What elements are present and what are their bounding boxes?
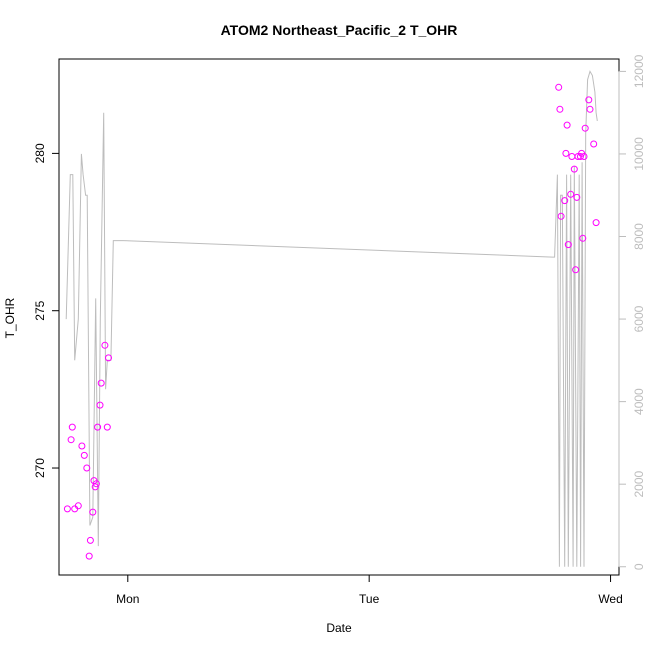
x-tick-label: Tue (359, 592, 380, 606)
data-point (592, 219, 600, 227)
data-point (562, 149, 570, 157)
points-series-group (63, 83, 600, 560)
plot-frame (58, 58, 620, 576)
y2-tick-label: 0 (632, 563, 646, 570)
data-point (91, 483, 99, 491)
data-point (568, 153, 576, 160)
data-point (563, 121, 571, 129)
data-point (96, 401, 104, 409)
data-point (564, 241, 572, 249)
x-axis: Mon Tue Wed (116, 574, 623, 606)
data-point (74, 502, 82, 510)
data-point (580, 153, 588, 160)
data-point (585, 96, 593, 104)
data-point (94, 423, 102, 431)
y2-tick-label: 8000 (632, 223, 646, 250)
data-point (556, 105, 564, 113)
line-series-group (65, 70, 598, 567)
data-point (573, 193, 581, 201)
x-tick-label: Wed (598, 592, 622, 606)
data-point (80, 451, 88, 459)
data-point (103, 423, 111, 431)
data-point (85, 552, 93, 560)
x-tick-label: Mon (116, 592, 139, 606)
data-point (101, 341, 109, 349)
y-axis-right: 0 2000 4000 6000 8000 10000 12000 (618, 54, 646, 570)
y2-tick-label: 10000 (632, 137, 646, 171)
data-point (579, 234, 587, 242)
data-point (555, 83, 563, 91)
y-axis-left: 270 275 280 (33, 143, 60, 478)
data-point (78, 442, 86, 450)
data-point (572, 266, 580, 274)
y2-tick-label: 12000 (632, 54, 646, 88)
data-point (68, 423, 76, 431)
y-tick-label: 270 (33, 458, 47, 478)
data-point (570, 165, 578, 173)
data-point (567, 190, 575, 198)
y2-tick-label: 6000 (632, 305, 646, 332)
data-point (89, 508, 97, 516)
y2-tick-label: 2000 (632, 471, 646, 498)
line-series (65, 70, 598, 567)
data-point (86, 536, 94, 544)
y-axis-label: T_OHR (3, 297, 17, 338)
y-tick-label: 280 (33, 143, 47, 163)
data-point (92, 480, 100, 488)
y-tick-label: 275 (33, 300, 47, 320)
y2-tick-label: 4000 (632, 388, 646, 415)
data-point (586, 105, 594, 113)
data-point (581, 124, 589, 132)
data-point (561, 197, 569, 205)
data-point (63, 505, 71, 513)
chart-title: ATOM2 Northeast_Pacific_2 T_OHR (221, 22, 458, 38)
data-point (557, 212, 565, 220)
data-point (590, 140, 598, 148)
x-axis-label: Date (326, 621, 352, 635)
data-point (97, 379, 105, 387)
data-point (576, 153, 584, 160)
data-point (67, 436, 75, 444)
data-point (83, 464, 91, 472)
data-point (105, 354, 112, 362)
